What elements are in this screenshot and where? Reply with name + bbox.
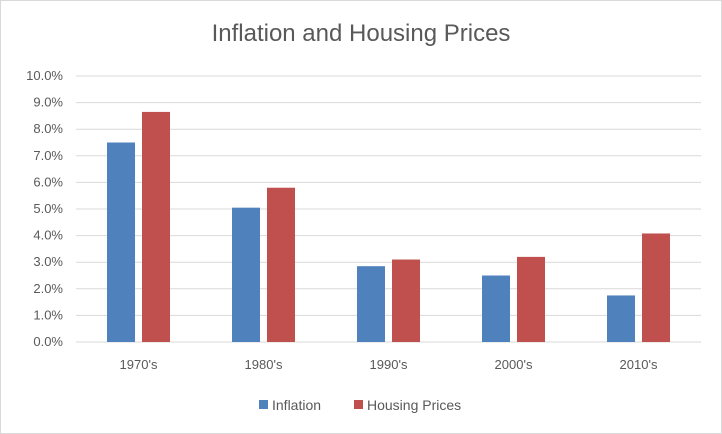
bars xyxy=(107,111,670,342)
gridlines xyxy=(76,75,701,343)
x-tick-label: 1970's xyxy=(120,357,158,372)
legend-label: Housing Prices xyxy=(367,397,461,413)
bar-inflation xyxy=(357,266,385,342)
x-tick-label: 1980's xyxy=(245,357,283,372)
bar-housing-prices xyxy=(392,259,420,342)
y-tick-label: 5.0% xyxy=(33,201,63,216)
legend-swatch xyxy=(259,400,268,409)
y-tick-label: 10.0% xyxy=(26,68,63,83)
bar-housing-prices xyxy=(267,187,295,342)
bar-housing-prices xyxy=(142,111,170,342)
bar-housing-prices xyxy=(517,256,545,342)
y-tick-label: 7.0% xyxy=(33,148,63,163)
y-tick-label: 6.0% xyxy=(33,174,63,189)
y-tick-label: 2.0% xyxy=(33,281,63,296)
legend-label: Inflation xyxy=(272,397,321,413)
legend-swatch xyxy=(354,400,363,409)
y-tick-label: 1.0% xyxy=(33,307,63,322)
bar-housing-prices xyxy=(642,233,670,342)
y-tick-label: 8.0% xyxy=(33,121,63,136)
x-tick-label: 1990's xyxy=(370,357,408,372)
bar-inflation xyxy=(607,295,635,342)
y-tick-label: 3.0% xyxy=(33,254,63,269)
bar-inflation xyxy=(107,142,135,342)
chart-title: Inflation and Housing Prices xyxy=(212,20,511,47)
y-axis-ticks: 0.0% 1.0% 2.0% 3.0% 4.0% 5.0% 6.0% 7.0% 8.0% 9.0%… xyxy=(26,68,63,349)
y-tick-label: 0.0% xyxy=(33,334,63,349)
x-tick-label: 2000's xyxy=(495,357,533,372)
legend: Inflation Housing Prices xyxy=(259,397,461,413)
x-tick-label: 2010's xyxy=(620,357,658,372)
bar-inflation xyxy=(482,275,510,342)
bar-inflation xyxy=(232,207,260,342)
y-tick-label: 9.0% xyxy=(33,95,63,110)
y-tick-label: 4.0% xyxy=(33,228,63,243)
x-axis-ticks: 1970's 1980's 1990's 2000's 2010's xyxy=(120,357,658,372)
